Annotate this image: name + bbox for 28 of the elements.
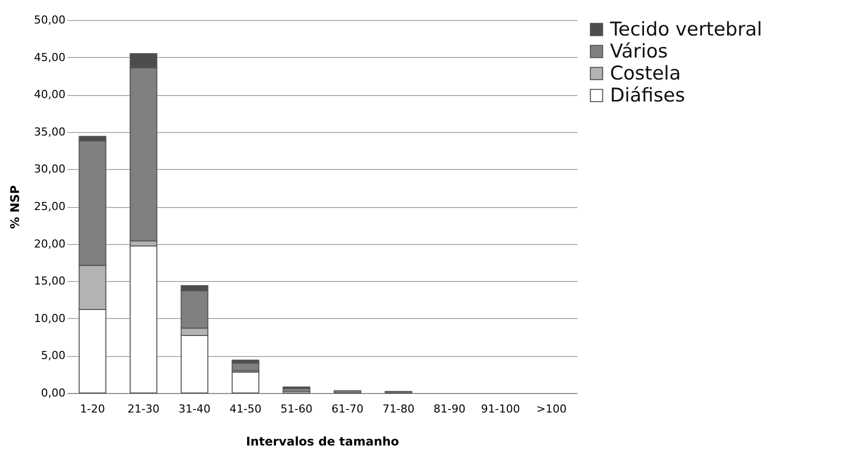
y-tick-label: 0,00 — [41, 386, 66, 400]
y-tick-label: 45,00 — [34, 50, 66, 64]
y-tick-label: 50,00 — [34, 14, 66, 26]
y-tick-label: 25,00 — [34, 200, 66, 213]
x-tick-label: >100 — [536, 402, 567, 416]
legend-label: Vários — [610, 40, 668, 62]
x-tick-label: 61-70 — [332, 402, 364, 416]
y-tick-label: 20,00 — [34, 237, 66, 250]
y-tick-label: 30,00 — [34, 162, 66, 176]
legend-label: Tecido vertebral — [609, 18, 762, 40]
x-tick-label: 51-60 — [280, 402, 312, 416]
x-tick-label: 91-100 — [481, 402, 520, 416]
y-tick-label: 15,00 — [34, 274, 66, 288]
x-axis-title: Intervalos de tamanho — [246, 434, 400, 448]
x-tick-label: 41-50 — [230, 402, 262, 416]
y-axis-title: % NSP — [8, 184, 22, 229]
y-tick-label: 40,00 — [34, 88, 66, 102]
y-tick-label: 10,00 — [34, 312, 66, 325]
x-tick-label: 1-20 — [80, 402, 105, 416]
x-tick-label: 21-30 — [128, 402, 160, 416]
x-tick-label: 71-80 — [382, 402, 414, 416]
y-tick-label: 35,00 — [34, 125, 66, 138]
legend-label: Costela — [610, 62, 681, 84]
y-tick-label: 5,00 — [41, 349, 66, 362]
bar — [130, 246, 158, 394]
legend-label: Diáfises — [610, 84, 686, 106]
x-tick-label: 31-40 — [178, 402, 210, 416]
x-tick-label: 81-90 — [434, 402, 466, 416]
